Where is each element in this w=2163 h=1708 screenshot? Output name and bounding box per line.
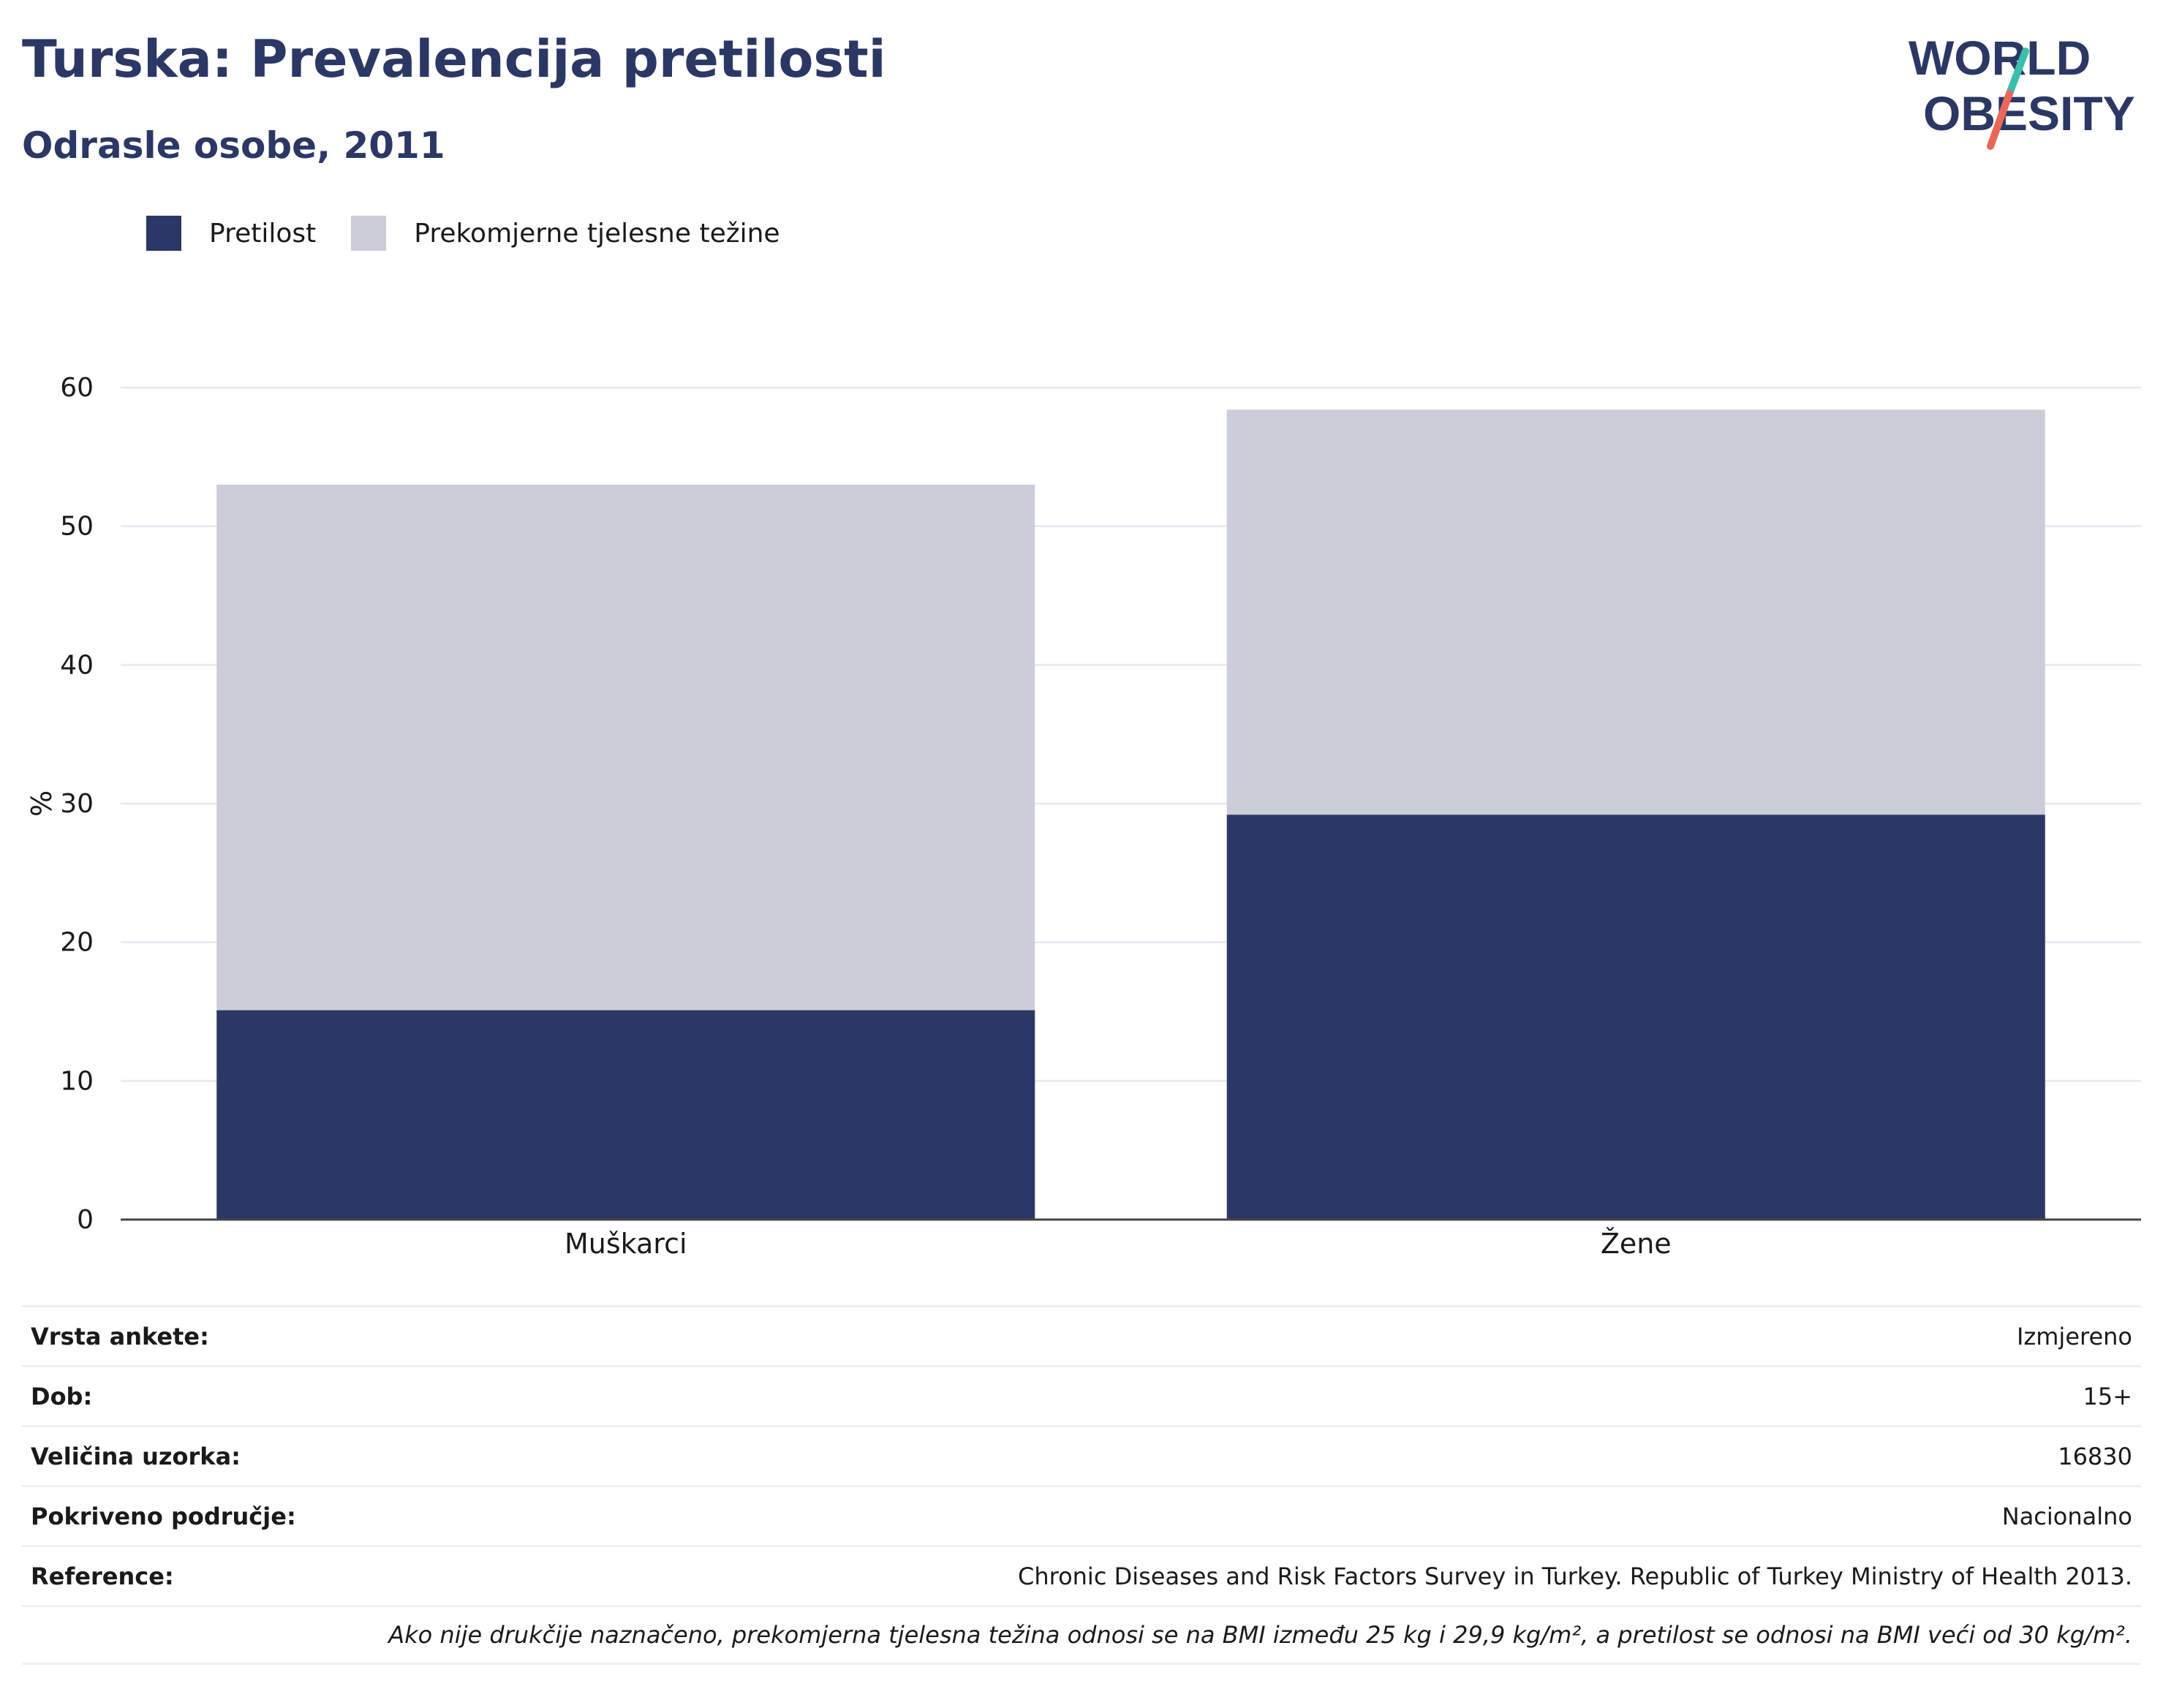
y-tick-label: 30 — [60, 789, 94, 819]
page-title: Turska: Prevalencija pretilosti — [22, 29, 886, 89]
info-label: Dob: — [31, 1382, 93, 1410]
info-value: Izmjereno — [2017, 1322, 2132, 1350]
info-row-age: Dob: 15+ — [22, 1365, 2141, 1425]
info-row-coverage: Pokriveno područje: Nacionalno — [22, 1485, 2141, 1545]
legend-label-pretilost: Pretilost — [209, 218, 317, 249]
bar-obesity-0 — [216, 1010, 1035, 1220]
info-label: Veličina uzorka: — [31, 1442, 241, 1470]
info-row-sample-size: Veličina uzorka: 16830 — [22, 1425, 2141, 1485]
legend-item-prekomjerne[interactable]: Prekomjerne tjelesne težine — [351, 216, 780, 251]
bar-obesity-1 — [1226, 815, 2045, 1220]
x-tick-label: Žene — [1601, 1228, 1672, 1260]
y-tick-label: 60 — [60, 373, 94, 403]
stacked-bar-chart: 0 10 20 30 40 50 60% Muškarci Žene — [26, 373, 2141, 1260]
y-tick-label: 50 — [60, 512, 94, 542]
y-tick-label: 20 — [60, 928, 94, 958]
bar-overweight-1 — [1226, 409, 2045, 815]
info-value: 15+ — [2083, 1382, 2132, 1410]
legend-swatch-prekomjerne — [351, 216, 387, 251]
chart-legend: Pretilost Prekomjerne tjelesne težine — [146, 216, 815, 251]
legend-swatch-pretilost — [146, 216, 181, 251]
info-row-survey-type: Vrsta ankete: Izmjereno — [22, 1305, 2141, 1365]
x-tick-label: Muškarci — [565, 1228, 687, 1260]
legend-item-pretilost[interactable]: Pretilost — [146, 216, 316, 251]
legend-label-prekomjerne: Prekomjerne tjelesne težine — [414, 218, 780, 249]
logo-slash-coral — [1987, 90, 2013, 150]
info-label: Vrsta ankete: — [31, 1322, 209, 1350]
definition-note: Ako nije drukčije naznačeno, prekomjerna… — [22, 1605, 2141, 1665]
info-label: Pokriveno područje: — [31, 1502, 296, 1530]
logo-slash-teal — [2006, 48, 2029, 97]
world-obesity-logo: WORLD OBESITY — [1909, 31, 2135, 150]
info-label: Reference: — [31, 1562, 174, 1590]
info-row-reference: Reference: Chronic Diseases and Risk Fac… — [22, 1545, 2141, 1605]
info-value: Nacionalno — [2001, 1502, 2132, 1530]
page-subtitle: Odrasle osobe, 2011 — [22, 124, 445, 167]
bar-overweight-0 — [216, 484, 1035, 1010]
logo-line2: OBESITY — [1923, 86, 2135, 140]
y-tick-label: 0 — [77, 1205, 94, 1235]
info-value: Chronic Diseases and Risk Factors Survey… — [1017, 1562, 2132, 1590]
info-value: 16830 — [2058, 1442, 2132, 1470]
logo-line1: WORLD — [1909, 31, 2091, 85]
y-tick-label: 40 — [60, 650, 94, 680]
survey-info-table: Vrsta ankete: Izmjereno Dob: 15+ Veličin… — [22, 1305, 2141, 1665]
y-tick-label: 10 — [60, 1066, 94, 1096]
y-axis-title: % — [26, 790, 58, 817]
